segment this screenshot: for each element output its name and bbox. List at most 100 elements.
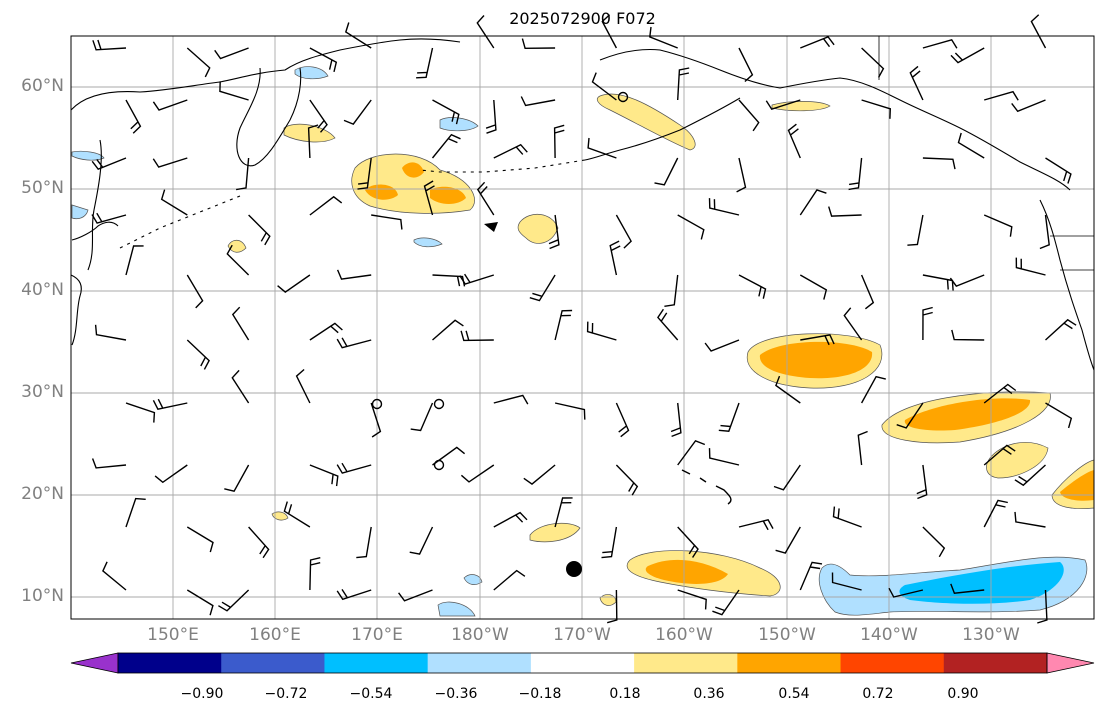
wind-barb — [493, 394, 529, 405]
wind-barb — [125, 402, 156, 423]
anomaly-region-positive-core — [365, 184, 398, 200]
wind-barb — [152, 398, 188, 410]
lat-label-20n: 20°N — [21, 484, 64, 504]
wind-barb — [586, 321, 617, 341]
wind-barb — [708, 448, 740, 466]
wind-barb — [738, 274, 767, 299]
wind-barb — [664, 274, 679, 307]
wind-barb — [983, 383, 1017, 404]
wind-barb — [765, 99, 801, 111]
wind-barb — [957, 132, 985, 159]
wind-barb — [277, 274, 311, 293]
anomaly-region-negative — [437, 601, 476, 617]
wind-barb — [432, 99, 460, 125]
wind-barb — [307, 124, 319, 159]
wind-barb — [218, 589, 250, 612]
wind-barb — [738, 518, 774, 531]
anomaly-region-positive-core — [1060, 470, 1094, 501]
wind-barb — [950, 583, 985, 594]
wind-barb — [601, 526, 618, 559]
anomaly-shading — [71, 66, 1095, 617]
wind-barb — [94, 324, 127, 341]
anomaly-region-negative — [71, 150, 105, 161]
wind-barb — [950, 47, 985, 64]
colorbar-tick-label: 0.72 — [862, 686, 894, 702]
wind-barb — [843, 307, 863, 341]
wind-barb — [336, 589, 372, 601]
wind-barb — [861, 99, 892, 119]
wind-barb — [154, 464, 188, 484]
marker-filled-circle — [566, 561, 582, 577]
wind-barb — [738, 99, 760, 132]
wind-barb — [416, 47, 434, 79]
wind-barb — [984, 90, 1019, 101]
calm-markers — [371, 91, 629, 471]
wind-barb — [485, 99, 497, 134]
wind-barb — [775, 526, 801, 554]
wind-barb — [152, 99, 188, 111]
wind-barb — [554, 497, 573, 528]
wind-barb — [521, 38, 556, 50]
wind-barb — [309, 464, 339, 487]
lat-label-50n: 50°N — [21, 178, 64, 198]
colorbar-segment — [634, 653, 738, 673]
wind-barb — [476, 181, 495, 216]
wind-barb — [344, 22, 372, 49]
wind-barb — [677, 214, 705, 240]
wind-barb — [718, 402, 740, 432]
anomaly-region-positive-core — [402, 162, 424, 178]
wind-barb — [888, 587, 924, 598]
wind-barb — [460, 330, 494, 342]
wind-barb — [736, 157, 747, 193]
wind-barb — [1030, 14, 1047, 49]
wind-barb — [186, 274, 204, 309]
coastline-alaska-peninsula — [584, 97, 741, 161]
wind-barb — [160, 189, 188, 216]
lon-label-150w: 150°W — [758, 625, 816, 645]
coastline-alaska — [599, 48, 1071, 191]
wind-barb — [309, 557, 321, 591]
anomaly-region-negative-core — [899, 562, 1064, 604]
wind-barb — [922, 157, 956, 170]
wind-barb — [861, 47, 885, 78]
wind-barb — [460, 464, 495, 483]
colorbar-tick-label: −0.36 — [434, 686, 478, 702]
wind-barb — [356, 526, 372, 559]
kuril-islands — [119, 195, 241, 249]
wind-barb — [186, 339, 210, 370]
wind-barb — [309, 47, 338, 73]
lon-label-180w: 180°W — [451, 625, 509, 645]
wind-barb — [371, 214, 403, 230]
wind-barb — [800, 35, 835, 49]
wind-barb — [677, 439, 706, 466]
wind-barb — [125, 99, 142, 134]
wind-barb — [1045, 402, 1073, 429]
wind-barb — [553, 124, 565, 159]
wind-barb — [654, 157, 679, 186]
wind-barb — [922, 306, 933, 341]
wind-barb — [922, 38, 958, 49]
colorbar-tick-label: 0.18 — [609, 686, 641, 702]
coastline-japan — [70, 274, 82, 346]
wind-barb — [787, 123, 801, 159]
calm-marker — [433, 398, 445, 410]
wind-barb — [309, 195, 343, 216]
map-title: 2025072900 F072 — [509, 9, 656, 28]
wind-barb — [336, 337, 372, 349]
wind-barb — [231, 306, 250, 341]
wind-barb — [983, 499, 1008, 528]
colorbar-tick-label: −0.72 — [264, 686, 308, 702]
anomaly-region-negative — [294, 66, 329, 80]
anomaly-region-positive — [529, 522, 581, 543]
colorbar-segment — [943, 653, 1048, 673]
wind-barb — [336, 269, 372, 280]
wind-barb — [343, 99, 372, 125]
wind-barb — [1011, 99, 1046, 113]
anomaly-region-negative — [71, 204, 89, 220]
wind-barb — [907, 214, 924, 246]
wind-barb — [1015, 257, 1046, 276]
wind-barb — [909, 65, 924, 101]
wind-barb — [922, 526, 946, 558]
anomaly-region-positive — [596, 93, 696, 151]
